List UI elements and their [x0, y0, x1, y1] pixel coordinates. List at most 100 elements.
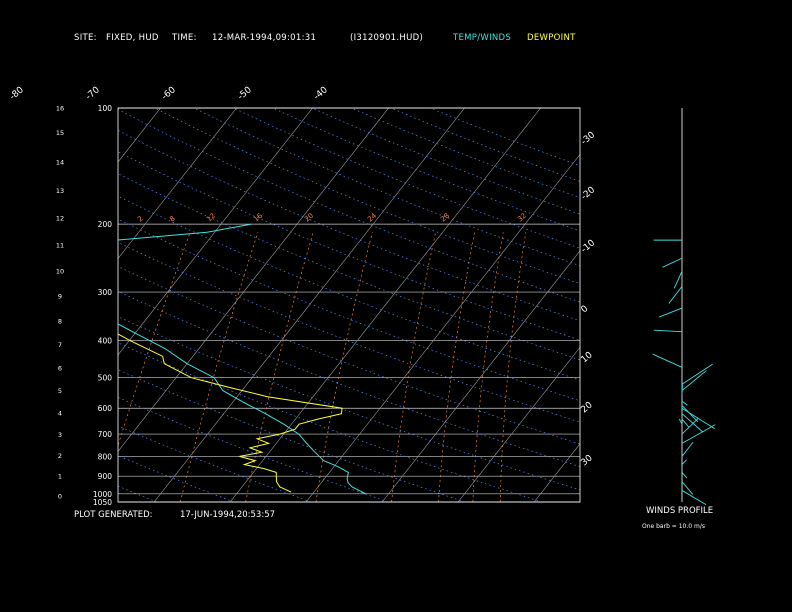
mixing-ratio-label: 12 — [205, 212, 217, 224]
pressure-tick-label: 200 — [98, 220, 113, 229]
isotherm-line — [457, 346, 580, 502]
height-tick-label: 14 — [56, 158, 64, 166]
barb-note: One barb = 10.0 m/s — [642, 523, 705, 530]
mixing-ratio-line — [245, 232, 314, 502]
isotherm-line — [0, 108, 9, 502]
pressure-tick-label: 100 — [98, 104, 113, 113]
dry-adiabat — [430, 108, 580, 167]
site-label: SITE: — [74, 33, 97, 43]
pressure-tick-label: 500 — [98, 374, 113, 383]
wind-barb — [681, 424, 716, 444]
mixing-ratio-line — [315, 232, 373, 502]
dry-adiabat — [118, 109, 580, 303]
dry-adiabat — [154, 108, 580, 285]
wind-barb — [673, 271, 683, 289]
isotherm-label: -70 — [84, 85, 102, 102]
mixing-ratio-line — [180, 232, 259, 502]
isotherm-line — [305, 153, 580, 502]
mixing-ratio-line — [0, 232, 98, 502]
wind-barb — [678, 418, 683, 425]
legend-temp-winds: TEMP/WINDS — [453, 33, 512, 43]
isotherm-line — [381, 250, 580, 502]
pressure-tick-label: 400 — [98, 336, 113, 345]
wind-barb — [681, 418, 690, 428]
dry-adiabat — [233, 108, 580, 249]
wind-barb — [681, 481, 694, 495]
mixing-ratio-label: 8 — [168, 215, 177, 224]
pressure-tick-label: 900 — [98, 472, 113, 481]
wind-barb — [681, 418, 699, 435]
isotherm-label: 10 — [580, 350, 595, 365]
isotherm-label: 30 — [580, 453, 595, 468]
time-label: TIME: — [172, 33, 197, 43]
mixing-ratio-line — [438, 232, 475, 502]
height-tick-label: 10 — [56, 267, 64, 275]
time-value: 12-MAR-1994,09:01:31 — [212, 33, 317, 43]
mixing-ratio-line — [472, 232, 504, 502]
isotherm-line — [118, 108, 389, 452]
mixing-ratio-label: 2 — [136, 215, 145, 224]
mixing-ratio-line — [499, 232, 527, 502]
height-tick-label: 15 — [56, 129, 64, 137]
height-tick-label: 3 — [58, 431, 62, 439]
pressure-tick-label: 1050 — [93, 498, 112, 507]
dry-adiabat — [118, 129, 580, 322]
mixing-ratio-label: 16 — [252, 211, 264, 223]
wind-barb — [681, 441, 694, 457]
dry-adiabat — [118, 425, 312, 502]
height-tick-label: 6 — [58, 364, 62, 372]
isotherm-line — [0, 108, 85, 502]
dry-adiabat — [118, 242, 580, 423]
mixing-ratio-label: 20 — [303, 212, 315, 224]
isotherm-label: 0 — [580, 304, 591, 316]
dry-adiabat — [193, 108, 580, 267]
isotherm-label: -60 — [160, 85, 178, 102]
pressure-tick-label: 600 — [98, 404, 113, 413]
wind-barb — [681, 413, 703, 433]
site-value: FIXED, HUD — [106, 33, 159, 43]
dry-adiabat — [390, 108, 580, 182]
mixing-ratio-label: 32 — [516, 212, 528, 224]
dry-adiabat — [272, 108, 580, 232]
isotherm-label: -80 — [8, 85, 26, 102]
dry-adiabat — [311, 108, 580, 215]
height-tick-label: 16 — [56, 105, 64, 113]
dry-adiabat — [118, 485, 157, 502]
isotherm-line — [118, 108, 161, 163]
wind-barb — [681, 363, 713, 385]
pressure-tick-label: 1000 — [93, 490, 112, 499]
height-tick-label: 5 — [58, 387, 62, 395]
dry-adiabat — [118, 397, 389, 502]
dry-adiabat — [118, 290, 580, 468]
height-tick-label: 9 — [58, 293, 62, 301]
wind-barb — [662, 257, 683, 268]
height-tick-label: 0 — [58, 493, 62, 501]
dry-adiabat — [0, 108, 3, 502]
height-tick-label: 4 — [58, 409, 62, 417]
wind-barb — [681, 472, 688, 479]
mixing-ratio-line — [391, 232, 436, 502]
wind-barb — [653, 329, 683, 333]
legend-dewpoint: DEWPOINT — [527, 33, 576, 43]
isotherm-label: -50 — [236, 85, 254, 102]
isotherm-label: 20 — [580, 400, 595, 415]
mixing-ratio-label: 28 — [439, 212, 451, 224]
pressure-tick-label: 300 — [98, 288, 113, 297]
pressure-tick-label: 800 — [98, 452, 113, 461]
wind-barb — [681, 490, 707, 505]
dry-adiabat — [351, 108, 580, 199]
dewpoint-line — [118, 333, 343, 493]
isotherm-label: -40 — [312, 85, 330, 102]
isotherm-line — [118, 108, 237, 259]
isotherm-line — [610, 108, 792, 502]
dry-adiabat — [118, 266, 580, 445]
dry-adiabat — [118, 342, 543, 502]
dry-adiabat — [118, 151, 580, 341]
winds-profile-title: WINDS PROFILE — [646, 506, 714, 516]
wind-barb — [658, 307, 683, 318]
mixing-ratio-label: 24 — [366, 211, 378, 223]
dry-adiabat — [118, 369, 466, 502]
wind-barb — [681, 370, 707, 391]
height-tick-label: 8 — [58, 317, 62, 325]
